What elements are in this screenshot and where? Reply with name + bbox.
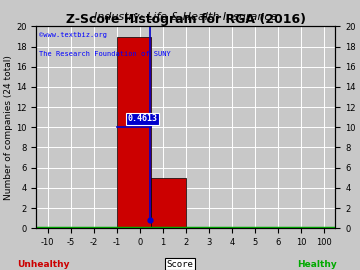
Y-axis label: Number of companies (24 total): Number of companies (24 total): [4, 55, 13, 200]
Text: Industry: Life & Health Insurance: Industry: Life & Health Insurance: [94, 12, 278, 22]
Bar: [151, 178, 186, 228]
Text: Score: Score: [167, 260, 193, 269]
Bar: [117, 36, 151, 228]
Text: ©www.textbiz.org: ©www.textbiz.org: [39, 32, 107, 39]
Text: Unhealthy: Unhealthy: [17, 260, 69, 269]
Text: Healthy: Healthy: [297, 260, 337, 269]
Text: 0.4613: 0.4613: [127, 114, 157, 123]
Title: Z-Score Histogram for RGA (2016): Z-Score Histogram for RGA (2016): [66, 14, 306, 26]
Text: The Research Foundation of SUNY: The Research Foundation of SUNY: [39, 51, 171, 57]
